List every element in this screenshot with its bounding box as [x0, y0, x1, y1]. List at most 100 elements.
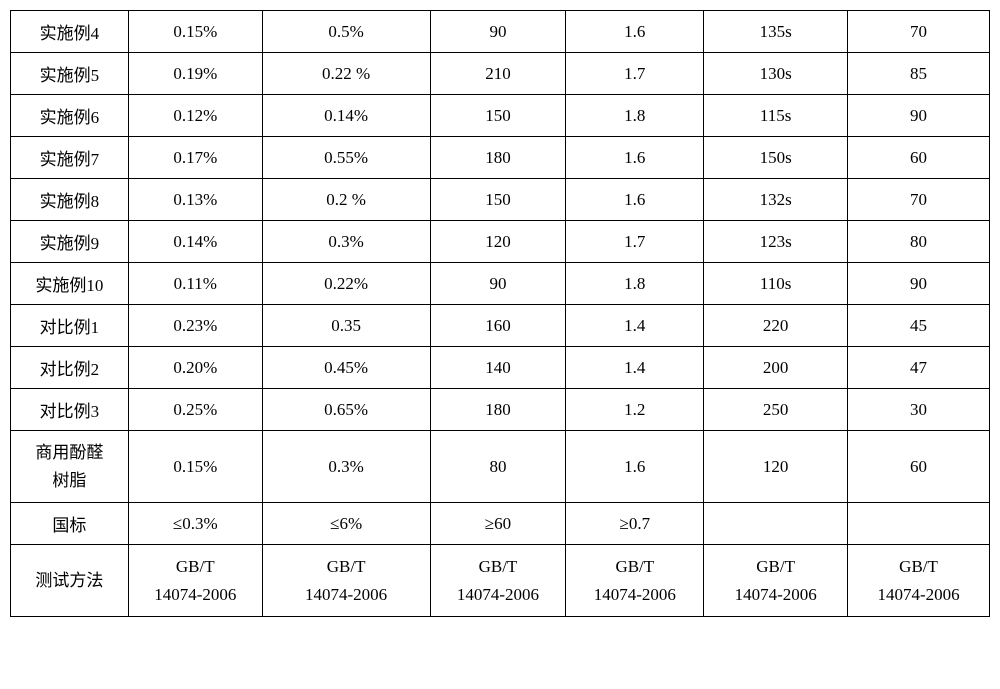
table-row: 商用酚醛树脂 0.15% 0.3% 80 1.6 120 60: [11, 431, 990, 503]
cell-label: 国标: [11, 503, 129, 545]
table-row: 国标 ≤0.3% ≤6% ≥60 ≥0.7: [11, 503, 990, 545]
cell-value: 120: [704, 431, 848, 503]
cell-value: 150: [430, 179, 566, 221]
cell-value: 0.65%: [262, 389, 430, 431]
cell-value: 135s: [704, 11, 848, 53]
cell-value: 132s: [704, 179, 848, 221]
cell-label: 测试方法: [11, 545, 129, 617]
cell-value: 0.3%: [262, 431, 430, 503]
cell-value: 180: [430, 389, 566, 431]
cell-value: 45: [848, 305, 990, 347]
table-row: 实施例7 0.17% 0.55% 180 1.6 150s 60: [11, 137, 990, 179]
cell-value: 0.12%: [128, 95, 262, 137]
cell-value: 0.20%: [128, 347, 262, 389]
table-row: 对比例2 0.20% 0.45% 140 1.4 200 47: [11, 347, 990, 389]
table-row: 实施例9 0.14% 0.3% 120 1.7 123s 80: [11, 221, 990, 263]
cell-label: 实施例8: [11, 179, 129, 221]
cell-value: 1.6: [566, 179, 704, 221]
cell-value: 150s: [704, 137, 848, 179]
table-row: 对比例1 0.23% 0.35 160 1.4 220 45: [11, 305, 990, 347]
cell-value: 0.15%: [128, 11, 262, 53]
cell-value: 1.6: [566, 11, 704, 53]
table-row: 实施例6 0.12% 0.14% 150 1.8 115s 90: [11, 95, 990, 137]
data-table: 实施例4 0.15% 0.5% 90 1.6 135s 70 实施例5 0.19…: [10, 10, 990, 617]
cell-value: 30: [848, 389, 990, 431]
cell-value: 123s: [704, 221, 848, 263]
table-row: 实施例10 0.11% 0.22% 90 1.8 110s 90: [11, 263, 990, 305]
cell-value: 115s: [704, 95, 848, 137]
cell-value: 180: [430, 137, 566, 179]
cell-value: 0.3%: [262, 221, 430, 263]
cell-value: 250: [704, 389, 848, 431]
cell-value: 0.2 %: [262, 179, 430, 221]
cell-value: 0.17%: [128, 137, 262, 179]
cell-value: 0.13%: [128, 179, 262, 221]
cell-value: ≥60: [430, 503, 566, 545]
cell-value: ≤0.3%: [128, 503, 262, 545]
cell-value: 70: [848, 11, 990, 53]
cell-value: 140: [430, 347, 566, 389]
table-row: 实施例5 0.19% 0.22 % 210 1.7 130s 85: [11, 53, 990, 95]
cell-value: 90: [848, 95, 990, 137]
table-row: 实施例4 0.15% 0.5% 90 1.6 135s 70: [11, 11, 990, 53]
table-row: 实施例8 0.13% 0.2 % 150 1.6 132s 70: [11, 179, 990, 221]
cell-label: 实施例7: [11, 137, 129, 179]
cell-value: 0.5%: [262, 11, 430, 53]
cell-value: [848, 503, 990, 545]
cell-value: [704, 503, 848, 545]
cell-value: 150: [430, 95, 566, 137]
cell-label: 实施例10: [11, 263, 129, 305]
cell-value: 1.6: [566, 137, 704, 179]
cell-value: 70: [848, 179, 990, 221]
cell-value: 210: [430, 53, 566, 95]
cell-value: 0.19%: [128, 53, 262, 95]
cell-value: 85: [848, 53, 990, 95]
cell-label: 商用酚醛树脂: [11, 431, 129, 503]
cell-label: 实施例4: [11, 11, 129, 53]
cell-value: 220: [704, 305, 848, 347]
cell-value: 90: [430, 263, 566, 305]
cell-value: GB/T14074-2006: [430, 545, 566, 617]
cell-value: 130s: [704, 53, 848, 95]
cell-value: 60: [848, 137, 990, 179]
cell-value: 0.45%: [262, 347, 430, 389]
cell-value: 0.14%: [128, 221, 262, 263]
cell-value: 0.55%: [262, 137, 430, 179]
cell-value: 200: [704, 347, 848, 389]
cell-value: 0.35: [262, 305, 430, 347]
cell-value: ≤6%: [262, 503, 430, 545]
cell-value: 0.14%: [262, 95, 430, 137]
cell-label: 对比例1: [11, 305, 129, 347]
cell-value: GB/T14074-2006: [848, 545, 990, 617]
cell-value: 90: [848, 263, 990, 305]
cell-value: 1.7: [566, 221, 704, 263]
cell-value: 0.22 %: [262, 53, 430, 95]
cell-value: 1.8: [566, 95, 704, 137]
cell-value: 120: [430, 221, 566, 263]
cell-label: 实施例5: [11, 53, 129, 95]
table-row: 测试方法 GB/T14074-2006 GB/T14074-2006 GB/T1…: [11, 545, 990, 617]
table-body: 实施例4 0.15% 0.5% 90 1.6 135s 70 实施例5 0.19…: [11, 11, 990, 617]
cell-value: GB/T14074-2006: [262, 545, 430, 617]
cell-value: 0.25%: [128, 389, 262, 431]
cell-value: 1.6: [566, 431, 704, 503]
cell-value: 90: [430, 11, 566, 53]
table-row: 对比例3 0.25% 0.65% 180 1.2 250 30: [11, 389, 990, 431]
cell-value: 80: [430, 431, 566, 503]
cell-label: 实施例6: [11, 95, 129, 137]
cell-value: GB/T14074-2006: [704, 545, 848, 617]
cell-value: 0.23%: [128, 305, 262, 347]
cell-value: 0.15%: [128, 431, 262, 503]
cell-value: 1.8: [566, 263, 704, 305]
cell-label: 对比例3: [11, 389, 129, 431]
cell-value: 0.22%: [262, 263, 430, 305]
cell-label: 对比例2: [11, 347, 129, 389]
cell-value: 1.4: [566, 305, 704, 347]
cell-value: 47: [848, 347, 990, 389]
cell-value: 110s: [704, 263, 848, 305]
cell-label: 实施例9: [11, 221, 129, 263]
cell-value: 160: [430, 305, 566, 347]
cell-value: 80: [848, 221, 990, 263]
cell-value: GB/T14074-2006: [128, 545, 262, 617]
cell-value: 1.4: [566, 347, 704, 389]
